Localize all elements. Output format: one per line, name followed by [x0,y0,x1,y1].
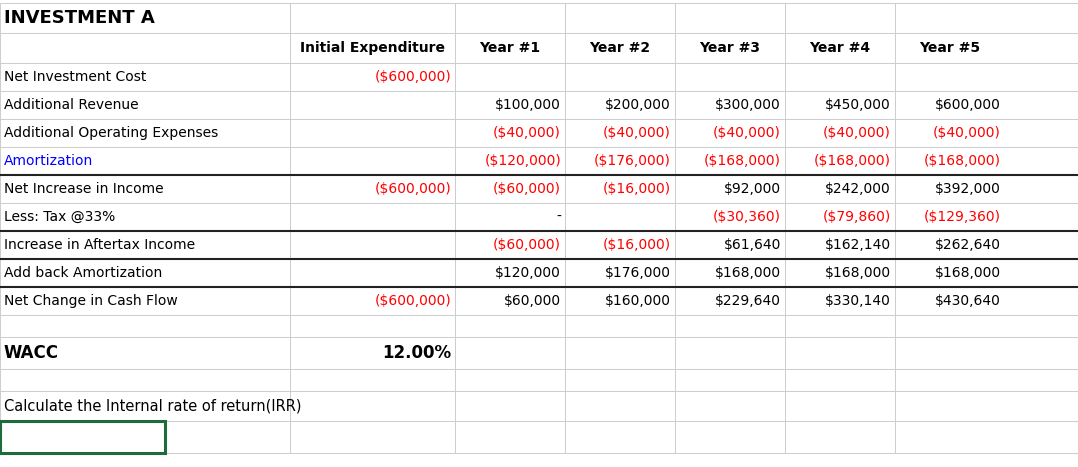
Text: ($40,000): ($40,000) [714,126,780,140]
Text: Year #5: Year #5 [920,41,981,55]
Text: $120,000: $120,000 [495,266,561,280]
Text: ($40,000): ($40,000) [493,126,561,140]
Text: $92,000: $92,000 [723,182,780,196]
Bar [0,421,165,453]
Text: Net Change in Cash Flow: Net Change in Cash Flow [4,294,178,308]
Text: $168,000: $168,000 [715,266,780,280]
Text: $262,640: $262,640 [935,238,1001,252]
Text: ($40,000): ($40,000) [603,126,671,140]
Text: $600,000: $600,000 [935,98,1001,112]
Text: Calculate the Internal rate of return(IRR): Calculate the Internal rate of return(IR… [4,398,302,413]
Text: Increase in Aftertax Income: Increase in Aftertax Income [4,238,195,252]
Text: ($16,000): ($16,000) [603,238,671,252]
Text: Year #2: Year #2 [590,41,650,55]
Text: ($120,000): ($120,000) [484,154,561,168]
Text: $430,640: $430,640 [935,294,1001,308]
Text: Year #3: Year #3 [700,41,760,55]
Text: Initial Expenditure: Initial Expenditure [300,41,445,55]
Text: Additional Revenue: Additional Revenue [4,98,139,112]
Text: $176,000: $176,000 [605,266,671,280]
Text: ($168,000): ($168,000) [814,154,892,168]
Text: ($40,000): ($40,000) [934,126,1001,140]
Text: 12.00%: 12.00% [382,344,451,362]
Text: $160,000: $160,000 [605,294,671,308]
Text: $168,000: $168,000 [825,266,892,280]
Text: -: - [556,210,561,224]
Text: $242,000: $242,000 [826,182,892,196]
Text: INVESTMENT A: INVESTMENT A [4,9,155,27]
Text: ($176,000): ($176,000) [594,154,671,168]
Text: Add back Amortization: Add back Amortization [4,266,163,280]
Text: ($60,000): ($60,000) [493,182,561,196]
Text: $450,000: $450,000 [826,98,892,112]
Text: ($79,860): ($79,860) [823,210,892,224]
Text: ($168,000): ($168,000) [704,154,780,168]
Text: Year #1: Year #1 [480,41,540,55]
Text: Net Investment Cost: Net Investment Cost [4,70,147,84]
Text: $392,000: $392,000 [935,182,1001,196]
Text: ($600,000): ($600,000) [374,70,451,84]
Text: $200,000: $200,000 [605,98,671,112]
Text: Additional Operating Expenses: Additional Operating Expenses [4,126,218,140]
Text: Year #4: Year #4 [810,41,871,55]
Text: ($16,000): ($16,000) [603,182,671,196]
Text: $100,000: $100,000 [495,98,561,112]
Text: $168,000: $168,000 [935,266,1001,280]
Text: ($168,000): ($168,000) [924,154,1001,168]
Text: ($40,000): ($40,000) [824,126,892,140]
Text: Less: Tax @33%: Less: Tax @33% [4,210,115,224]
Text: $330,140: $330,140 [825,294,892,308]
Text: Net Increase in Income: Net Increase in Income [4,182,164,196]
Text: $60,000: $60,000 [503,294,561,308]
Text: ($600,000): ($600,000) [374,182,451,196]
Text: Amortization: Amortization [4,154,94,168]
Text: $61,640: $61,640 [723,238,780,252]
Text: ($30,360): ($30,360) [713,210,780,224]
Text: $162,140: $162,140 [825,238,892,252]
Text: ($129,360): ($129,360) [924,210,1001,224]
Text: $300,000: $300,000 [715,98,780,112]
Text: $229,640: $229,640 [715,294,780,308]
Text: ($60,000): ($60,000) [493,238,561,252]
Text: ($600,000): ($600,000) [374,294,451,308]
Text: WACC: WACC [4,344,59,362]
